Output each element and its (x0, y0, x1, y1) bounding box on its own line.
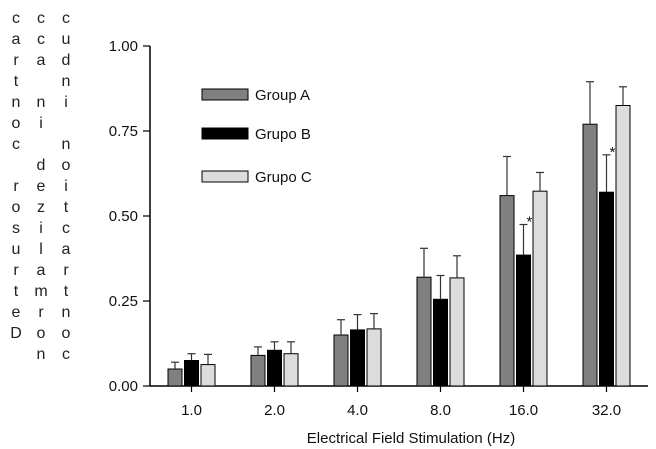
ylabel-char: a (11, 31, 21, 48)
ylabel-char: n (61, 73, 71, 90)
y-tick-label: 0.00 (109, 378, 138, 395)
y-tick-label: 0.75 (109, 123, 138, 140)
legend-label: Grupo B (255, 126, 311, 143)
ylabel-char: c (12, 136, 20, 153)
bar (283, 353, 299, 387)
ylabel-char: d (36, 157, 46, 174)
legend-swatch (201, 88, 249, 101)
ylabel-char: n (11, 94, 21, 111)
ylabel-char: n (61, 136, 71, 153)
bar (366, 328, 382, 387)
x-tick-label: 16.0 (509, 402, 538, 419)
ylabel-char: l (39, 241, 43, 258)
ylabel-char: z (37, 199, 45, 216)
bar (433, 298, 448, 387)
ylabel-char: i (64, 178, 68, 195)
y-tick-label: 0.50 (109, 208, 138, 225)
ylabel-char: t (13, 73, 19, 90)
bar (333, 334, 349, 387)
ylabel-char: c (37, 31, 45, 48)
ylabel-char: n (36, 94, 46, 111)
x-tick-label: 2.0 (264, 402, 285, 419)
ylabel-char: a (36, 52, 46, 69)
legend-swatch (201, 170, 249, 183)
ylabel-char: D (10, 325, 22, 342)
ylabel-char: e (36, 178, 46, 195)
ylabel-char: m (34, 283, 48, 300)
bar (200, 364, 216, 387)
bar (267, 349, 282, 387)
ylabel-char: n (61, 304, 71, 321)
ylabel-char: c (62, 346, 70, 363)
ylabel-char: c (62, 220, 70, 237)
ylabel-char: o (11, 199, 21, 216)
bar (615, 105, 631, 387)
y-tick-label: 0.25 (109, 293, 138, 310)
bar (582, 123, 598, 387)
legend-label: Group A (255, 87, 310, 104)
ylabel-char: o (61, 325, 71, 342)
legend-swatch (201, 127, 249, 140)
ylabel-char: e (11, 304, 21, 321)
ylabel-char: a (36, 262, 46, 279)
bar (516, 254, 531, 387)
bar (350, 329, 365, 387)
x-tick-label: 4.0 (347, 402, 368, 419)
significance-marker: * (610, 144, 616, 161)
legend-label: Grupo C (255, 169, 312, 186)
bar (184, 360, 199, 387)
bar (416, 276, 432, 387)
ylabel-char: a (61, 241, 71, 258)
ylabel-char: t (63, 199, 69, 216)
ylabel-char: t (13, 283, 19, 300)
ylabel-char: c (12, 10, 20, 27)
bar (250, 354, 266, 387)
ylabel-char: o (11, 115, 21, 132)
ylabel-char: r (38, 304, 44, 321)
bar (449, 277, 465, 387)
ylabel-char: c (62, 10, 70, 27)
ylabel-char: i (39, 220, 43, 237)
ylabel-char: i (39, 115, 43, 132)
ylabel-char: o (61, 157, 71, 174)
ylabel-char: r (63, 262, 69, 279)
ylabel-char: u (61, 31, 71, 48)
ylabel-char: u (11, 241, 21, 258)
significance-marker: * (527, 214, 533, 231)
x-axis-title: Electrical Field Stimulation (Hz) (307, 430, 515, 447)
x-tick-label: 1.0 (181, 402, 202, 419)
ylabel-char: i (64, 94, 68, 111)
ylabel-char: s (12, 220, 20, 237)
x-tick-label: 8.0 (430, 402, 451, 419)
bar (599, 191, 614, 387)
ylabel-char: d (61, 52, 71, 69)
ylabel-char: r (13, 262, 19, 279)
ylabel-char: c (37, 10, 45, 27)
bar (532, 190, 548, 387)
ylabel-char: r (13, 52, 19, 69)
ylabel-char: r (13, 178, 19, 195)
ylabel-char: n (36, 346, 46, 363)
bar (499, 195, 515, 387)
y-tick-label: 1.00 (109, 38, 138, 55)
bar (167, 368, 183, 387)
ylabel-char: o (36, 325, 46, 342)
x-tick-label: 32.0 (592, 402, 621, 419)
ylabel-char: t (63, 283, 69, 300)
